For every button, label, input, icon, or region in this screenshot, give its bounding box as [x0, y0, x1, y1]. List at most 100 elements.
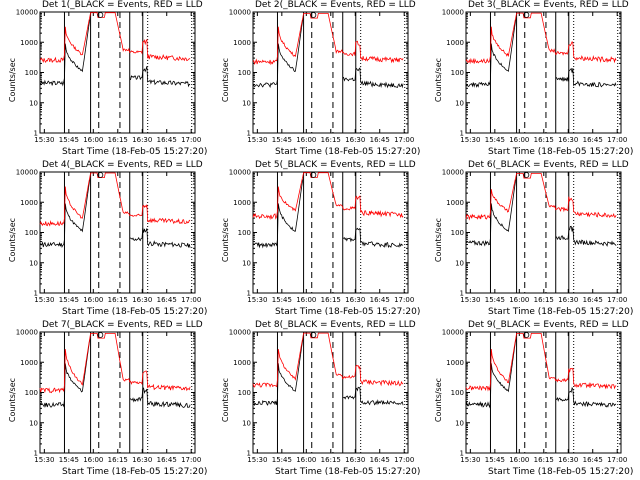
detector-panel-3: 1 10 100 1000 10000 15:30 15:45 16:00 16:15 16:30…	[426, 0, 639, 160]
y-tick-label: 1	[460, 290, 464, 298]
x-tick-label: 15:30	[247, 136, 267, 144]
y-tick-label: 1000	[233, 359, 251, 367]
series-events	[252, 19, 404, 89]
peak-marker	[523, 12, 530, 18]
x-axis-label: Start Time (18-Feb-05 15:27:20)	[488, 467, 634, 477]
y-tick-label: 1	[247, 450, 251, 458]
x-tick-label: 17:00	[607, 136, 627, 144]
x-tick-label: 15:45	[272, 296, 292, 304]
x-tick-label: 15:30	[247, 456, 267, 464]
y-tick-label: 10	[455, 419, 464, 427]
x-tick-label: 16:15	[534, 456, 554, 464]
x-tick-label: 17:00	[607, 456, 627, 464]
y-tick-label: 10000	[16, 169, 38, 177]
x-axis-label: Start Time (18-Feb-05 15:27:20)	[62, 467, 208, 477]
x-tick-label: 16:45	[157, 136, 177, 144]
series-events	[39, 19, 191, 88]
x-tick-label: 16:30	[132, 456, 152, 464]
x-tick-label: 17:00	[394, 296, 414, 304]
plot-frame	[39, 331, 196, 454]
x-tick-label: 17:00	[181, 456, 201, 464]
y-tick-label: 1000	[446, 39, 464, 47]
y-tick-label: 10000	[229, 329, 251, 337]
x-tick-label: 16:00	[83, 136, 103, 144]
peak-marker	[97, 12, 104, 18]
x-axis-label: Start Time (18-Feb-05 15:27:20)	[488, 307, 634, 317]
y-tick-label: 1000	[446, 199, 464, 207]
x-tick-label: 16:15	[321, 456, 341, 464]
plot-svg: 1 10 100 1000 10000 15:30 15:45 16:00 16:15 16:30…	[229, 169, 415, 305]
x-tick-label: 17:00	[181, 136, 201, 144]
x-tick-label: 16:15	[321, 296, 341, 304]
y-tick-label: 1	[34, 290, 38, 298]
y-tick-label: 100	[238, 389, 251, 397]
y-tick-label: 10000	[442, 9, 464, 17]
series-lld	[465, 333, 617, 392]
x-tick-label: 17:00	[394, 136, 414, 144]
series-lld	[39, 172, 191, 227]
plot-frame	[252, 11, 409, 134]
x-tick-label: 15:30	[247, 296, 267, 304]
plot-svg: 1 10 100 1000 10000 15:30 15:45 16:00 16:15 16:30…	[442, 169, 628, 305]
panel-title: Det 6(_BLACK = Events, RED = LLD	[468, 160, 629, 170]
plot-svg: 1 10 100 1000 10000 15:30 15:45 16:00 16:15 16:30…	[229, 9, 415, 145]
x-tick-label: 16:15	[108, 456, 128, 464]
series-lld	[252, 332, 404, 388]
y-tick-label: 1000	[233, 199, 251, 207]
y-tick-label: 10000	[16, 9, 38, 17]
y-tick-label: 10000	[16, 329, 38, 337]
plot-frame	[39, 11, 196, 134]
x-tick-label: 16:30	[345, 456, 365, 464]
plot-svg: 1 10 100 1000 10000 15:30 15:45 16:00 16:15 16:30…	[16, 169, 202, 305]
x-tick-label: 15:30	[34, 296, 54, 304]
x-axis-label: Start Time (18-Feb-05 15:27:20)	[488, 147, 634, 157]
y-axis-label: Counts/sec	[8, 377, 17, 423]
plot-svg: 1 10 100 1000 10000 15:30 15:45 16:00 16:15 16:30…	[16, 329, 202, 465]
panel-title: Det 3(_BLACK = Events, RED = LLD	[468, 0, 629, 10]
x-tick-label: 16:30	[345, 296, 365, 304]
x-tick-label: 16:45	[583, 296, 603, 304]
detector-panel-8: 1 10 100 1000 10000 15:30 15:45 16:00 16:15 16:30…	[213, 320, 426, 480]
panel-title: Det 7(_BLACK = Events, RED = LLD	[42, 320, 203, 330]
series-events	[252, 339, 404, 407]
y-tick-label: 1000	[20, 39, 38, 47]
y-axis-label: Counts/sec	[434, 377, 443, 423]
peak-marker	[523, 172, 530, 178]
x-tick-label: 17:00	[607, 296, 627, 304]
panel-title: Det 4(_BLACK = Events, RED = LLD	[42, 160, 203, 170]
x-tick-label: 16:00	[296, 456, 316, 464]
panel-title: Det 1(_BLACK = Events, RED = LLD	[42, 0, 203, 10]
x-tick-label: 15:45	[485, 456, 505, 464]
x-tick-label: 16:45	[583, 136, 603, 144]
detector-panel-9: 1 10 100 1000 10000 15:30 15:45 16:00 16:15 16:30…	[426, 320, 639, 480]
y-tick-label: 1	[34, 450, 38, 458]
y-tick-label: 10	[242, 99, 251, 107]
x-axis-label: Start Time (18-Feb-05 15:27:20)	[62, 307, 208, 317]
peak-marker	[310, 172, 317, 178]
x-tick-label: 16:45	[157, 296, 177, 304]
peak-marker	[523, 332, 530, 338]
x-tick-label: 16:30	[345, 136, 365, 144]
peak-marker	[97, 172, 104, 178]
x-axis-label: Start Time (18-Feb-05 15:27:20)	[275, 147, 421, 157]
x-tick-label: 15:45	[485, 296, 505, 304]
x-tick-label: 16:00	[83, 296, 103, 304]
detector-panel-6: 1 10 100 1000 10000 15:30 15:45 16:00 16:15 16:30…	[426, 160, 639, 320]
y-tick-label: 1000	[233, 39, 251, 47]
y-tick-label: 10000	[442, 329, 464, 337]
series-events	[465, 179, 617, 247]
y-tick-label: 1000	[20, 359, 38, 367]
y-tick-label: 1000	[20, 199, 38, 207]
x-tick-label: 16:30	[132, 136, 152, 144]
y-tick-label: 10	[455, 259, 464, 267]
x-tick-label: 16:30	[558, 456, 578, 464]
x-axis-label: Start Time (18-Feb-05 15:27:20)	[275, 307, 421, 317]
y-tick-label: 100	[25, 229, 38, 237]
x-tick-label: 16:45	[370, 456, 390, 464]
x-tick-label: 16:15	[108, 136, 128, 144]
x-tick-label: 16:00	[509, 456, 529, 464]
y-tick-label: 1	[247, 130, 251, 138]
detector-panel-2: 1 10 100 1000 10000 15:30 15:45 16:00 16:15 16:30…	[213, 0, 426, 160]
y-tick-label: 1	[34, 130, 38, 138]
panel-title: Det 5(_BLACK = Events, RED = LLD	[255, 160, 416, 170]
